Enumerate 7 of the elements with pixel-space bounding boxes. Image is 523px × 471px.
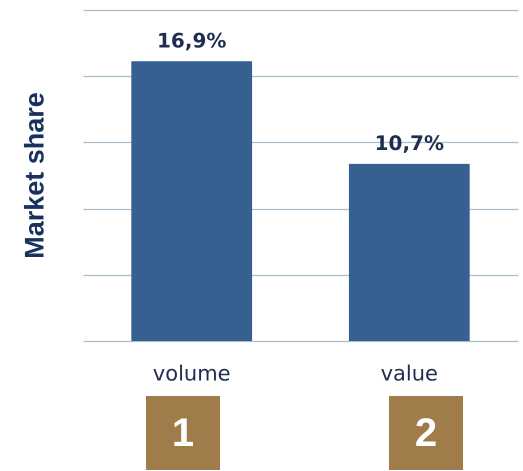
number-box: 2 <box>389 396 463 470</box>
data-label: 10,7% <box>374 130 444 155</box>
x-tick-label: volume <box>152 362 231 386</box>
number-box: 1 <box>146 396 220 470</box>
y-axis-title: Market share <box>20 92 50 259</box>
x-tick-label: value <box>380 362 438 386</box>
data-label: 16,9% <box>157 28 226 52</box>
